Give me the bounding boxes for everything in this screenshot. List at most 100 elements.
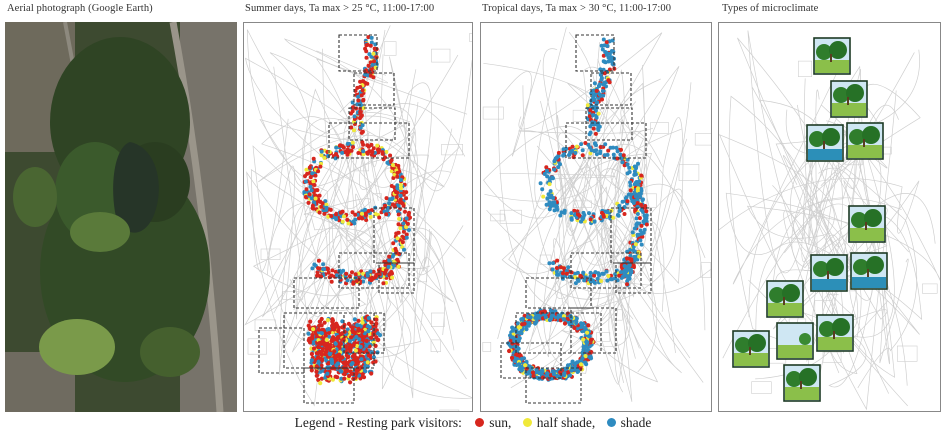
visitor-dot xyxy=(311,179,316,184)
visitor-dot xyxy=(616,213,621,218)
visitor-dot xyxy=(552,167,557,172)
visitor-dot xyxy=(602,59,607,64)
visitor-dot xyxy=(535,375,540,380)
visitor-dot xyxy=(407,210,411,215)
visitor-dot xyxy=(580,148,585,153)
visitor-dot xyxy=(367,325,372,330)
visitor-dot xyxy=(593,131,598,136)
visitor-dot xyxy=(621,153,626,158)
visitor-dot xyxy=(361,279,366,284)
visitor-dot xyxy=(641,197,645,202)
visitor-dot xyxy=(311,341,316,346)
visitor-dot xyxy=(366,329,371,334)
survey-zone-box xyxy=(338,34,378,72)
survey-zone-boxes xyxy=(258,34,415,404)
visitor-dot xyxy=(594,115,599,120)
visitor-dot xyxy=(330,377,335,382)
visitor-dot xyxy=(629,192,634,197)
visitor-dot xyxy=(601,82,606,87)
visitor-dot xyxy=(320,348,325,354)
visitor-dot xyxy=(581,270,586,275)
visitor-dot xyxy=(308,319,313,324)
visitor-dot xyxy=(627,263,632,268)
visitor-dot xyxy=(534,319,539,324)
visitor-dot xyxy=(366,209,371,213)
visitor-dot xyxy=(359,113,364,118)
visitor-dot xyxy=(523,363,528,368)
visitor-dot xyxy=(598,67,603,72)
visitor-dot xyxy=(315,273,319,278)
visitor-dot xyxy=(569,217,574,222)
visitor-dot xyxy=(593,141,597,146)
visitor-dot xyxy=(527,320,532,326)
survey-zone-box xyxy=(303,367,355,404)
visitor-dot xyxy=(543,315,548,320)
visitor-dot xyxy=(639,242,644,247)
visitor-dot xyxy=(594,88,599,93)
visitor-dot xyxy=(314,373,319,378)
visitor-dot xyxy=(584,348,589,353)
visitor-dot xyxy=(599,77,604,82)
visitor-dot xyxy=(359,130,364,135)
visitor-dot xyxy=(307,340,313,345)
visitor-dot xyxy=(386,264,391,269)
survey-zone-box xyxy=(328,122,410,159)
visitor-dot xyxy=(635,232,640,237)
visitor-dot xyxy=(372,59,377,64)
visitor-dot xyxy=(604,40,609,45)
visitor-dot xyxy=(340,331,345,336)
visitor-dot xyxy=(631,248,636,253)
visitor-dot xyxy=(554,266,559,270)
visitor-dot xyxy=(316,266,320,271)
visitor-dot xyxy=(632,254,637,259)
visitor-dot xyxy=(603,142,608,147)
visitor-dot xyxy=(361,106,366,111)
visitor-dot xyxy=(591,113,596,118)
visitor-dot xyxy=(329,361,335,366)
visitor-dot xyxy=(589,337,594,342)
visitor-dot xyxy=(592,92,597,97)
visitor-dot xyxy=(635,212,640,216)
visitor-dot xyxy=(573,271,578,276)
visitor-dot xyxy=(544,165,549,170)
visitor-dot xyxy=(369,320,374,325)
visitor-dot xyxy=(555,258,560,263)
visitor-dot xyxy=(510,325,515,330)
visitor-dot xyxy=(561,314,567,319)
visitor-dot xyxy=(361,149,366,154)
visitor-dot xyxy=(520,322,525,327)
visitor-dot xyxy=(345,141,350,146)
visitor-dot xyxy=(310,203,315,208)
visitor-dot xyxy=(401,221,406,226)
visitor-dot xyxy=(375,350,380,355)
visitor-dot xyxy=(369,208,374,213)
visitor-dot xyxy=(588,270,593,275)
visitor-dot xyxy=(562,321,568,326)
visitor-dot xyxy=(396,230,401,235)
visitor-dot xyxy=(632,169,637,174)
visitor-dot xyxy=(381,281,386,286)
visitor-dot xyxy=(579,219,584,224)
visitor-dot xyxy=(545,371,550,376)
visitor-dot xyxy=(374,272,379,277)
visitor-dot xyxy=(342,214,346,219)
visitor-dot xyxy=(403,209,407,214)
visitor-dot xyxy=(530,370,536,375)
visitor-dot xyxy=(552,203,557,208)
visitor-dot xyxy=(356,94,361,99)
visitor-dot xyxy=(351,330,356,335)
microclimate-type-icon xyxy=(816,314,854,352)
visitor-dot xyxy=(401,229,406,234)
visitor-dot xyxy=(384,150,389,154)
visitor-dot xyxy=(587,211,591,216)
visitor-dot xyxy=(360,211,364,216)
visitor-dot xyxy=(321,262,326,267)
visitor-dot xyxy=(353,355,358,360)
legend-shade-label: shade xyxy=(620,414,652,430)
visitor-dot xyxy=(314,369,319,374)
visitor-dot xyxy=(306,200,311,205)
microclimate-type-icon xyxy=(776,322,814,360)
survey-zone-box xyxy=(570,252,642,289)
legend-title: Legend - Resting park visitors: xyxy=(294,414,462,430)
visitor-dot xyxy=(383,155,387,160)
